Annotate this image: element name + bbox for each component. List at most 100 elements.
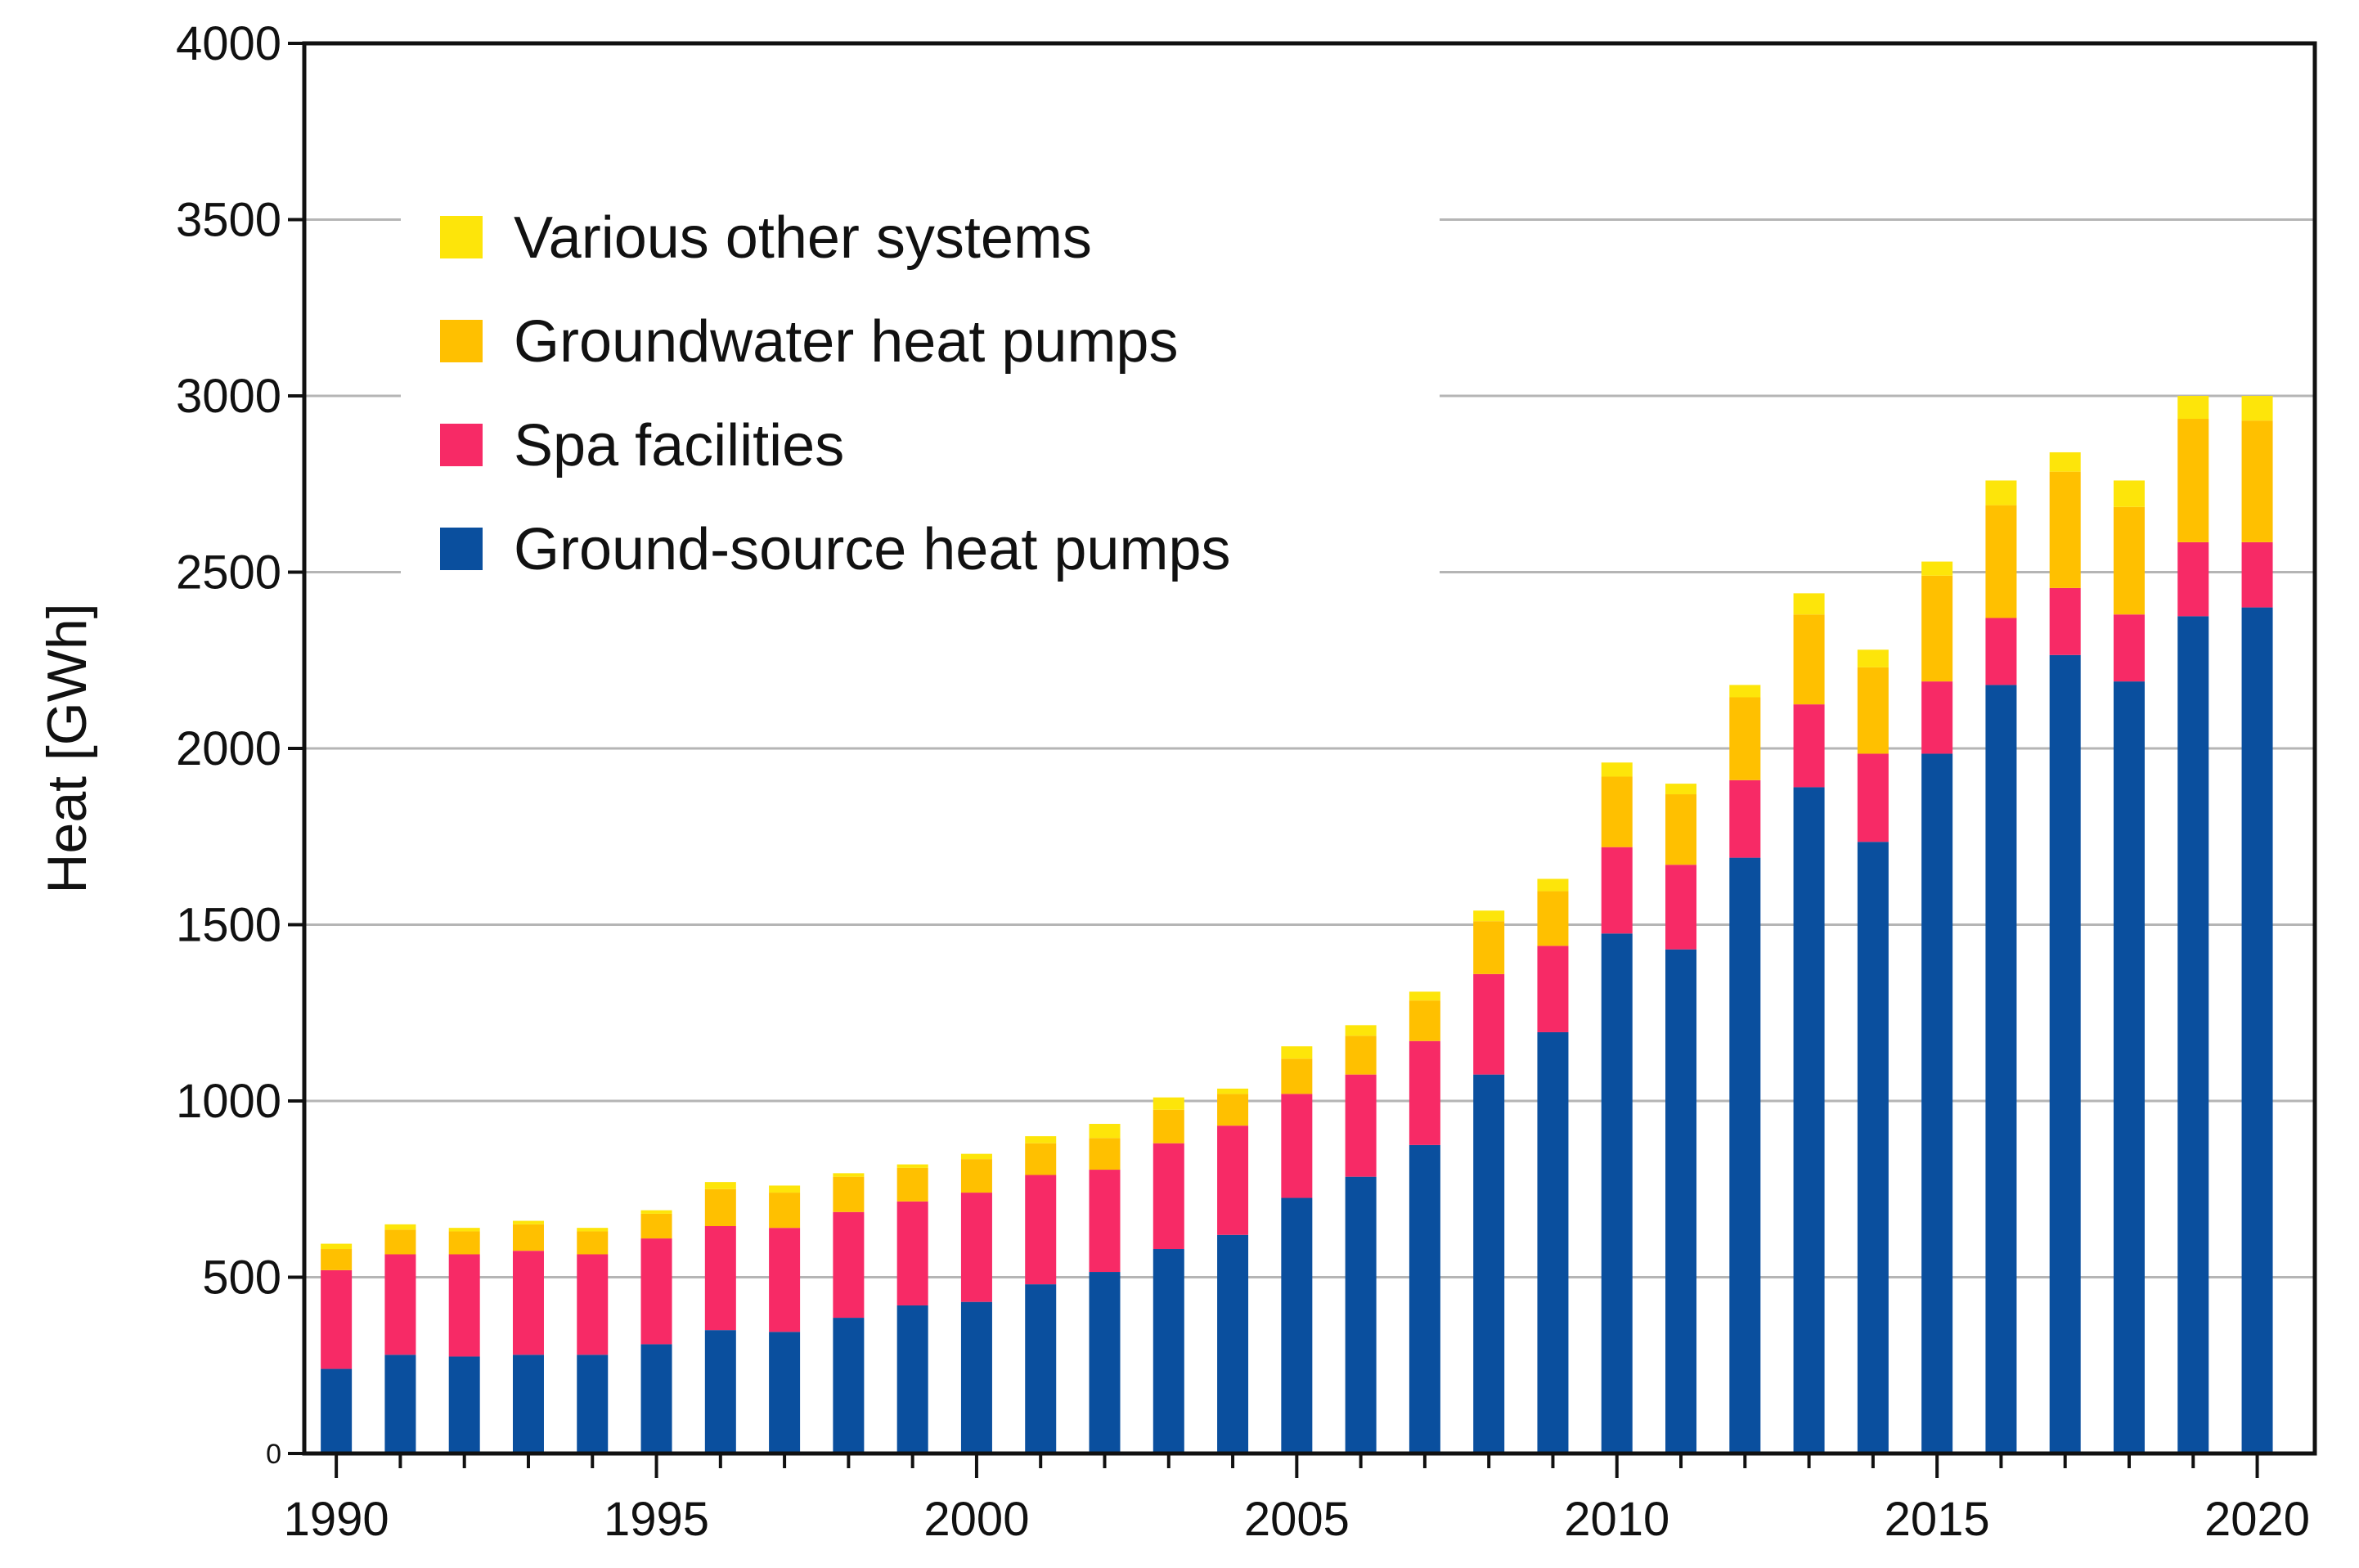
bar-2016-series-3 <box>1985 480 2017 505</box>
bar-1999-series-0 <box>896 1305 928 1453</box>
bar-2006-series-1 <box>1345 1074 1377 1177</box>
bar-1992-series-1 <box>448 1254 480 1357</box>
bar-2009-series-3 <box>1537 878 1569 892</box>
legend: Various other systems Groundwater heat pu… <box>440 205 1230 582</box>
bar-2005-series-3 <box>1281 1046 1313 1059</box>
bar-2004-series-0 <box>1217 1234 1249 1453</box>
bar-2013-series-2 <box>1793 614 1825 705</box>
bar-2010-series-3 <box>1601 762 1633 777</box>
bar-2015-series-0 <box>1921 753 1953 1453</box>
bar-2013-series-0 <box>1793 787 1825 1453</box>
bar-1998-series-0 <box>833 1318 865 1453</box>
y-tick-label-3500: 3500 <box>176 194 281 247</box>
bar-2005-series-0 <box>1281 1197 1313 1453</box>
legend-label-1: Groundwater heat pumps <box>514 309 1178 375</box>
bar-1998-series-3 <box>833 1173 865 1177</box>
legend-swatch-0 <box>440 216 483 258</box>
y-tick-label-2000: 2000 <box>176 722 281 775</box>
bar-2012-series-1 <box>1729 780 1761 858</box>
y-tick-label-500: 500 <box>202 1251 281 1305</box>
bar-1993-series-1 <box>512 1251 544 1355</box>
bar-2016-series-0 <box>1985 685 2017 1453</box>
bar-2011-series-3 <box>1665 784 1697 795</box>
bar-2000-series-0 <box>960 1301 992 1453</box>
bar-1999-series-2 <box>896 1167 928 1202</box>
y-tick-label-2500: 2500 <box>176 546 281 600</box>
bar-2018-series-2 <box>2113 506 2145 615</box>
bar-1992-series-3 <box>448 1228 480 1232</box>
bar-2015-series-3 <box>1921 561 1953 576</box>
bar-2019-series-1 <box>2177 541 2209 617</box>
bar-2017-series-1 <box>2049 587 2081 655</box>
bar-2010-series-0 <box>1601 933 1633 1453</box>
bar-1996-series-3 <box>704 1182 736 1189</box>
bar-2008-series-3 <box>1473 910 1505 922</box>
legend-label-2: Spa facilities <box>514 413 844 478</box>
y-tick-label-0: 0 <box>266 1439 281 1470</box>
bar-2020-series-1 <box>2241 541 2273 608</box>
bar-2010-series-1 <box>1601 847 1633 934</box>
bar-2004-series-3 <box>1217 1088 1249 1094</box>
bar-2005-series-1 <box>1281 1094 1313 1198</box>
bar-2014-series-3 <box>1857 649 1889 667</box>
y-tick-label-3000: 3000 <box>176 370 281 423</box>
x-tick-label-2020: 2020 <box>2204 1493 2310 1546</box>
bar-2007-series-2 <box>1409 1000 1440 1041</box>
y-tick-label-1000: 1000 <box>176 1075 281 1128</box>
bar-2001-series-0 <box>1025 1284 1057 1453</box>
bar-2007-series-1 <box>1409 1040 1440 1145</box>
bar-1994-series-2 <box>577 1231 609 1255</box>
bar-2014-series-0 <box>1857 842 1889 1453</box>
bar-2005-series-2 <box>1281 1058 1313 1094</box>
bar-2001-series-1 <box>1025 1175 1057 1285</box>
bar-2008-series-1 <box>1473 973 1505 1075</box>
bar-2018-series-1 <box>2113 614 2145 682</box>
bar-1993-series-0 <box>512 1355 544 1453</box>
bar-2004-series-2 <box>1217 1094 1249 1126</box>
bar-2017-series-3 <box>2049 452 2081 472</box>
bar-2010-series-2 <box>1601 776 1633 847</box>
bar-2017-series-2 <box>2049 471 2081 588</box>
bar-2006-series-2 <box>1345 1036 1377 1075</box>
bar-1990-series-1 <box>321 1269 353 1369</box>
bar-2018-series-0 <box>2113 681 2145 1453</box>
bar-1998-series-2 <box>833 1176 865 1212</box>
bar-2001-series-3 <box>1025 1136 1057 1143</box>
legend-swatch-2 <box>440 424 483 466</box>
bar-1999-series-3 <box>896 1164 928 1168</box>
bar-1990-series-0 <box>321 1368 353 1453</box>
bar-1994-series-0 <box>577 1355 609 1453</box>
bar-1996-series-2 <box>704 1188 736 1227</box>
bar-2002-series-1 <box>1089 1170 1121 1273</box>
bar-2006-series-0 <box>1345 1176 1377 1453</box>
bar-2009-series-0 <box>1537 1031 1569 1453</box>
bar-2000-series-1 <box>960 1193 992 1302</box>
y-axis: 0 500 1000 1500 2000 2500 3000 3500 4000 <box>176 17 304 1470</box>
bar-1992-series-0 <box>448 1356 480 1453</box>
legend-label-0: Various other systems <box>514 205 1092 271</box>
bar-2018-series-3 <box>2113 480 2145 507</box>
bar-2004-series-1 <box>1217 1125 1249 1235</box>
bar-2007-series-0 <box>1409 1144 1440 1453</box>
bar-1991-series-0 <box>384 1355 416 1453</box>
bar-2020-series-3 <box>2241 396 2273 421</box>
bar-2015-series-1 <box>1921 681 1953 754</box>
bar-2019-series-3 <box>2177 396 2209 420</box>
bar-1995-series-0 <box>640 1344 672 1453</box>
bar-2019-series-0 <box>2177 616 2209 1453</box>
bar-2009-series-2 <box>1537 891 1569 946</box>
bar-2019-series-2 <box>2177 419 2209 542</box>
bar-1995-series-1 <box>640 1238 672 1345</box>
y-tick-label-1500: 1500 <box>176 899 281 952</box>
bar-1996-series-0 <box>704 1330 736 1453</box>
bar-1997-series-3 <box>769 1185 801 1193</box>
bar-2003-series-3 <box>1153 1097 1184 1110</box>
bar-2002-series-3 <box>1089 1124 1121 1139</box>
bar-1997-series-0 <box>769 1332 801 1453</box>
bar-1994-series-3 <box>577 1228 609 1232</box>
bar-1990-series-2 <box>321 1249 353 1270</box>
x-tick-label-1990: 1990 <box>284 1493 389 1546</box>
bar-1991-series-3 <box>384 1224 416 1230</box>
x-tick-label-1995: 1995 <box>604 1493 709 1546</box>
